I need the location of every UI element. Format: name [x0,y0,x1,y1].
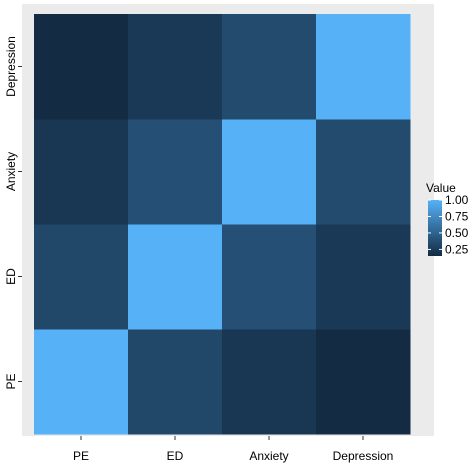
x-tick-label: Anxiety [249,449,288,463]
heatmap-cell-pe-pe [34,329,129,435]
heatmap-cell-ed-ed [128,224,223,330]
heatmap-cell-anxiety-anxiety [222,119,317,225]
heatmap-cell-depression-anxiety [316,119,411,225]
x-axis: PE ED Anxiety Depression [73,436,393,463]
legend-tick-label: 0.50 [445,226,469,240]
heatmap-cells [34,14,411,435]
heatmap-cell-ed-anxiety [128,119,223,225]
heatmap-cell-anxiety-ed [222,224,317,330]
y-tick-label: ED [4,268,18,285]
heatmap-cell-anxiety-depression [222,14,317,120]
heatmap-cell-ed-depression [128,14,223,120]
y-axis: PE ED Anxiety Depression [4,36,22,390]
legend-tick-label: 0.75 [445,209,469,223]
y-tick-label: Anxiety [4,152,18,191]
y-tick-label: Depression [4,36,18,97]
legend-tick-label: 1.00 [445,193,469,207]
heatmap-cell-depression-pe [316,329,411,435]
legend-title: Value [426,181,456,195]
legend-ticks: 1.00 0.75 0.50 0.25 [428,193,469,256]
x-tick-label: ED [167,449,184,463]
legend-colorbar [428,200,442,256]
heatmap-cell-depression-ed [316,224,411,330]
heatmap-cell-pe-depression [34,14,129,120]
heatmap-cell-pe-anxiety [34,119,129,225]
legend: Value 1.00 0.75 0.50 0.25 [426,181,469,256]
heatmap-cell-anxiety-pe [222,329,317,435]
heatmap-cell-pe-ed [34,224,129,330]
heatmap-cell-ed-pe [128,329,223,435]
heatmap-cell-depression-depression [316,14,411,120]
legend-tick-label: 0.25 [445,242,469,256]
x-tick-label: PE [73,449,89,463]
y-tick-label: PE [4,373,18,389]
x-tick-label: Depression [333,449,394,463]
